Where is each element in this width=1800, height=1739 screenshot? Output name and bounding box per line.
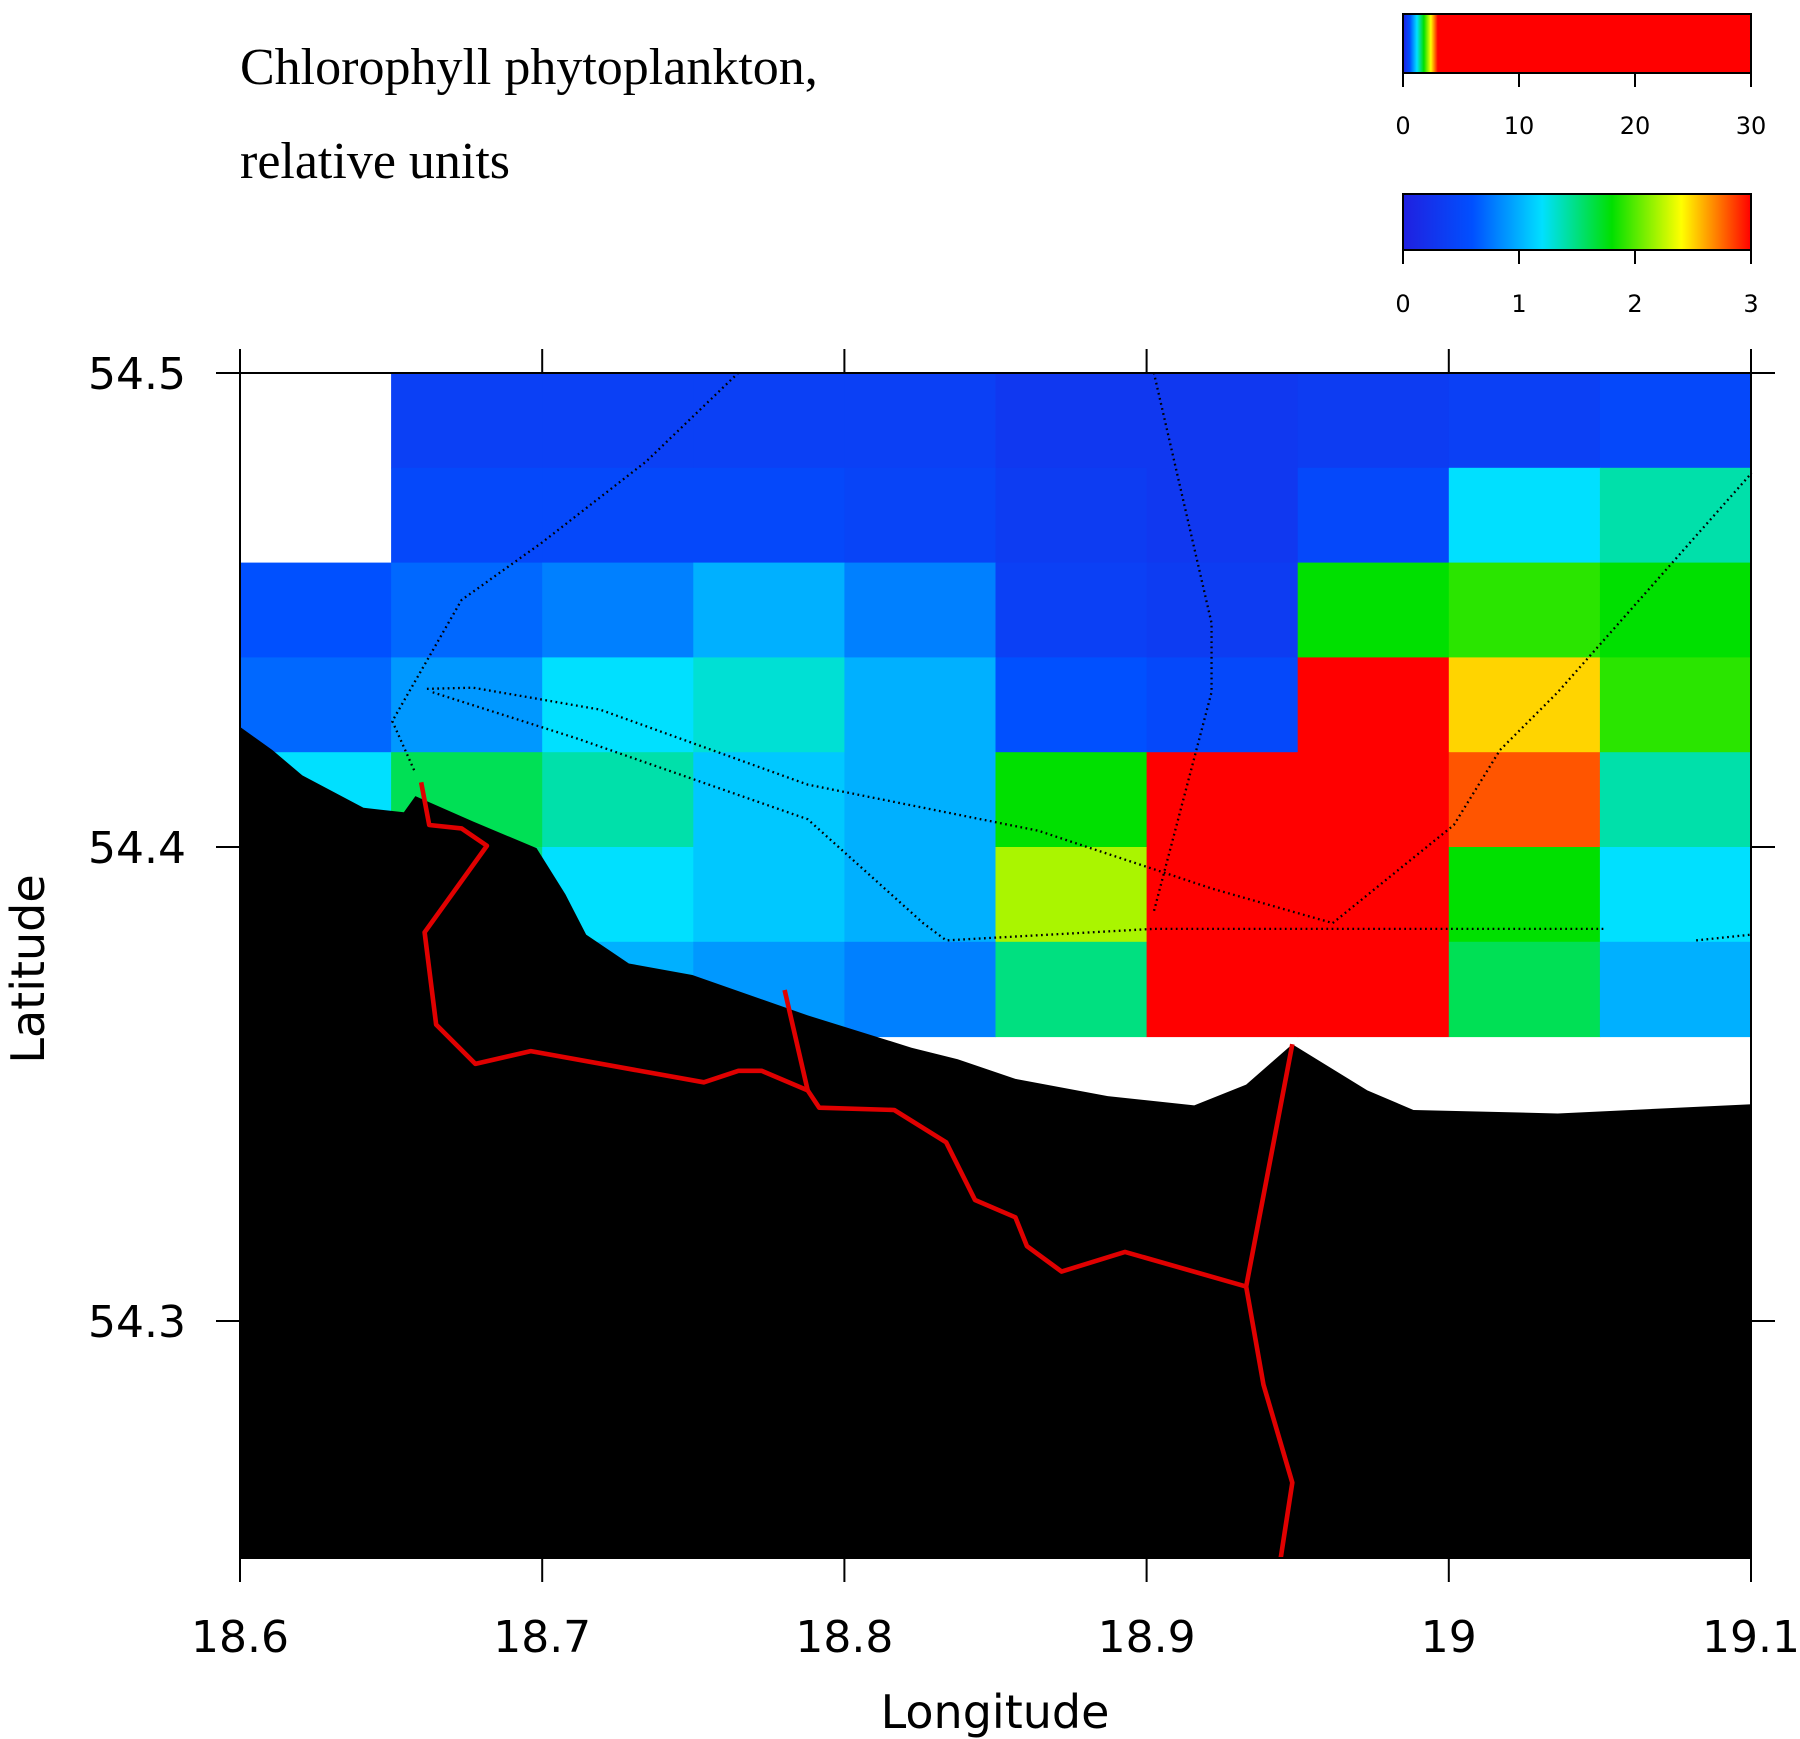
colorbar-tick-label: 10 (1504, 112, 1535, 140)
heat-cell (1146, 847, 1299, 943)
road (1243, 1043, 1295, 1559)
heat-cell (391, 373, 543, 469)
heat-cell (693, 562, 845, 658)
heat-cell (693, 657, 845, 753)
x-tick-label: 19.1 (1702, 1612, 1800, 1663)
heat-cell (391, 562, 543, 658)
heat-cell (1297, 752, 1450, 848)
heat-cell (240, 562, 392, 658)
heat-cell (1146, 562, 1299, 658)
heat-cell (1297, 467, 1450, 564)
ship-tracks (391, 371, 1753, 942)
heat-cell (1448, 752, 1601, 848)
heat-cell (542, 657, 694, 753)
heat-cell (844, 847, 996, 943)
heat-cell (995, 941, 1148, 1038)
heat-cell (1297, 373, 1450, 469)
heat-cell (693, 467, 845, 564)
colorbar-tick-label: 0 (1395, 290, 1410, 318)
heat-cell (1599, 941, 1752, 1038)
heat-cell (693, 373, 845, 469)
heat-cell (1599, 562, 1752, 658)
heat-cell (1599, 847, 1752, 943)
x-tick-label: 19 (1421, 1612, 1477, 1663)
heat-cell (844, 752, 996, 848)
heat-cell (1448, 562, 1601, 658)
heat-cell (1297, 847, 1450, 943)
colorbar (1402, 13, 1752, 74)
heat-cell (693, 752, 845, 848)
heat-cell (1448, 941, 1601, 1038)
heat-cell (844, 373, 996, 469)
heat-cell (995, 657, 1148, 753)
track (432, 691, 1604, 942)
heat-cell (1599, 467, 1752, 564)
heat-cell (844, 467, 996, 564)
track (1331, 472, 1753, 924)
heat-cell (693, 847, 845, 943)
track (1152, 372, 1213, 912)
x-tick-label: 18.9 (1098, 1612, 1196, 1663)
colorbar-tick-label: 0 (1395, 112, 1410, 140)
colorbar-tick-label: 3 (1743, 290, 1758, 318)
heat-cell (542, 373, 694, 469)
heat-cell (1297, 941, 1450, 1038)
heat-cell (1599, 373, 1752, 469)
y-tick-label: 54.3 (88, 1297, 186, 1348)
colorbar-tick-label: 20 (1620, 112, 1651, 140)
heat-cell (995, 562, 1148, 658)
heat-cell (995, 847, 1148, 943)
title-line: relative units (240, 133, 510, 190)
heat-cell (1146, 941, 1299, 1038)
heat-cell (1599, 752, 1752, 848)
heat-cell (1146, 373, 1299, 469)
heat-cell (1297, 562, 1450, 658)
heat-cell (995, 752, 1148, 848)
x-tick-label: 18.6 (191, 1612, 289, 1663)
heat-cell (995, 467, 1148, 564)
heat-cell (1146, 752, 1299, 848)
colorbar-tick-label: 2 (1627, 290, 1642, 318)
roads (418, 781, 1295, 1559)
heat-cell (391, 467, 543, 564)
road (418, 781, 1247, 1289)
heat-cell (1297, 657, 1450, 753)
heat-cell (1448, 847, 1601, 943)
track (426, 686, 1334, 925)
heat-cell (1448, 373, 1601, 469)
plot-frame (239, 372, 1752, 1559)
x-axis-label: Longitude (881, 1685, 1110, 1739)
x-tick-label: 18.8 (795, 1612, 893, 1663)
land (240, 726, 1752, 1558)
heat-cell (844, 941, 996, 1038)
heat-cell (1599, 657, 1752, 753)
heat-cell (844, 657, 996, 753)
title-line: Chlorophyll phytoplankton, (240, 39, 818, 96)
map-overlay (240, 371, 1753, 1559)
heat-cell (542, 752, 694, 848)
y-tick-label: 54.5 (88, 349, 186, 400)
heat-cell (542, 562, 694, 658)
heat-cell (1448, 657, 1601, 753)
y-tick-label: 54.4 (88, 823, 186, 874)
colorbar (1402, 193, 1752, 251)
colorbar-tick-label: 1 (1511, 290, 1526, 318)
x-tick-label: 18.7 (493, 1612, 591, 1663)
heat-cell (995, 373, 1148, 469)
heat-cell (391, 657, 543, 753)
heat-cell (240, 657, 392, 753)
heat-cell (542, 467, 694, 564)
heat-cell (1146, 467, 1299, 564)
heat-cell (1448, 467, 1601, 564)
road (782, 989, 810, 1091)
heat-cell (844, 562, 996, 658)
y-axis-label: Latitude (1, 874, 55, 1063)
colorbar-tick-label: 30 (1736, 112, 1767, 140)
heat-cell (1146, 657, 1299, 753)
